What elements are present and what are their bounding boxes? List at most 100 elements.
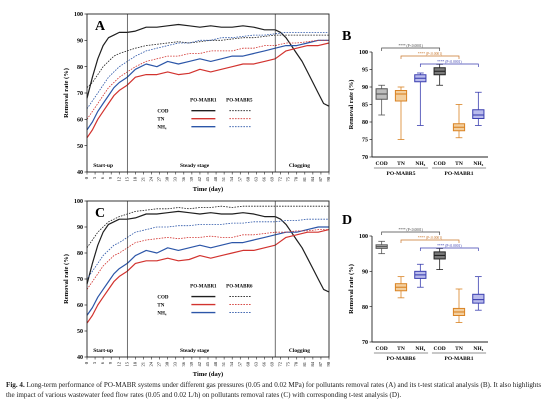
x-tick-label: 63	[253, 361, 258, 366]
x-tick-label: 51	[221, 362, 226, 367]
x-tick-label: 18	[132, 361, 137, 366]
x-tick-label: 87	[318, 361, 323, 366]
y-tick-label: 70	[77, 91, 83, 97]
category-label: COD	[376, 346, 388, 352]
legend-label: COD	[157, 109, 169, 114]
x-tick-label: 81	[302, 362, 307, 367]
x-tick-label: 6	[100, 176, 105, 179]
group-label: PO-MABR1	[444, 356, 473, 362]
x-tick-label: 75	[286, 361, 291, 366]
category-label: COD	[376, 161, 388, 167]
x-tick-label: 39	[189, 176, 194, 181]
x-tick-label: 0	[84, 176, 89, 179]
x-tick-label: 3	[92, 361, 97, 364]
x-tick-label: 75	[286, 176, 291, 181]
y-tick-label: 70	[362, 155, 368, 161]
series-line-2-4	[86, 229, 329, 290]
category-label: COD	[434, 346, 446, 352]
series-line-0-2	[86, 39, 329, 131]
x-tick-label: 45	[205, 176, 210, 181]
significance-label: **** (P<0.0001)	[398, 44, 423, 48]
x-tick-label: 42	[197, 177, 202, 182]
y-tick-label: 80	[362, 120, 368, 126]
box-body	[472, 293, 485, 304]
series-line-0-0	[86, 23, 330, 107]
y-tick-label: 90	[362, 85, 368, 91]
x-tick-label: 36	[181, 361, 186, 366]
plot-frame	[86, 200, 330, 358]
y-tick-label: 95	[362, 68, 368, 74]
y-tick-label: 80	[77, 65, 83, 71]
phase-label: Clogging	[289, 348, 310, 354]
x-tick-label: 57	[237, 176, 242, 181]
category-label: NH₄	[473, 346, 483, 352]
x-axis-label: Time (day)	[193, 371, 223, 378]
series-line-0-1	[86, 42, 330, 139]
y-tick-label: 90	[77, 225, 83, 231]
y-tick-label: 90	[77, 39, 83, 45]
significance-bracket	[400, 55, 460, 59]
x-tick-label: 12	[116, 177, 121, 182]
series-line-2-2	[86, 226, 329, 316]
significance-bracket	[419, 63, 479, 67]
group-label: PO-MABR1	[444, 171, 473, 177]
category-label: TN	[455, 161, 463, 167]
x-tick-label: 6	[100, 361, 105, 364]
x-tick-label: 24	[149, 361, 154, 366]
x-tick-label: 63	[253, 176, 258, 181]
x-tick-label: 60	[245, 176, 250, 181]
caption-label: Fig. 4.	[6, 381, 25, 389]
x-tick-label: 15	[124, 361, 129, 366]
series-line-0-5	[86, 32, 329, 110]
caption-text: Long-term performance of PO-MABR systems…	[6, 381, 542, 399]
x-tick-label: 27	[157, 176, 162, 181]
x-axis-label: Time (day)	[193, 186, 223, 193]
x-tick-label: 87	[318, 176, 323, 181]
x-tick-label: 69	[270, 361, 275, 366]
panel-b-box-plot: 70 75 80 85 90 95 100 Removal rate (%) B COD TN NH₄…	[342, 29, 488, 177]
category-label: TN	[397, 346, 405, 352]
y-tick-label: 70	[362, 340, 368, 346]
y-axis-label: Removal rate (%)	[348, 80, 355, 130]
phase-label: Steady stage	[180, 348, 210, 354]
category-label: NH₄	[415, 346, 425, 352]
phase-label: Clogging	[289, 163, 310, 169]
x-tick-label: 45	[205, 361, 210, 366]
x-tick-label: 48	[213, 361, 218, 366]
x-tick-label: 57	[237, 361, 242, 366]
significance-bracket	[381, 47, 441, 51]
significance-label: **** (P<0.0001)	[437, 60, 462, 64]
x-tick-label: 54	[229, 176, 234, 181]
significance-label: **** (P<0.0001)	[437, 244, 462, 248]
phase-label: Start-up	[93, 163, 113, 169]
panel-label: A	[95, 19, 106, 34]
x-tick-label: 18	[132, 176, 137, 181]
y-tick-label: 40	[77, 355, 83, 361]
x-tick-label: 84	[310, 176, 315, 181]
y-tick-label: 100	[74, 199, 83, 205]
category-label: NH₄	[415, 161, 425, 167]
significance-bracket	[419, 247, 479, 251]
x-tick-label: 78	[294, 176, 299, 181]
legend-label: NH₄	[157, 311, 167, 316]
box-body	[472, 109, 485, 119]
y-axis-label: Removal rate (%)	[63, 68, 70, 118]
panel-label: D	[342, 213, 352, 228]
box-body	[394, 90, 408, 102]
significance-label: **** (P<0.0001)	[418, 52, 443, 56]
x-tick-label: 30	[165, 176, 170, 181]
series-line-2-1	[86, 229, 330, 324]
legend-label: TN	[157, 303, 164, 308]
x-tick-label: 72	[278, 177, 283, 182]
group-label: PO-MABR6	[386, 356, 415, 362]
significance-label: **** (P<0.0001)	[398, 228, 423, 232]
x-tick-label: 3	[92, 176, 97, 179]
phase-label: Start-up	[93, 348, 113, 354]
y-tick-label: 70	[77, 277, 83, 283]
x-tick-label: 48	[213, 176, 218, 181]
x-tick-label: 90	[326, 176, 331, 181]
x-tick-label: 78	[294, 361, 299, 366]
x-tick-label: 66	[262, 361, 267, 366]
x-tick-label: 0	[84, 361, 89, 364]
